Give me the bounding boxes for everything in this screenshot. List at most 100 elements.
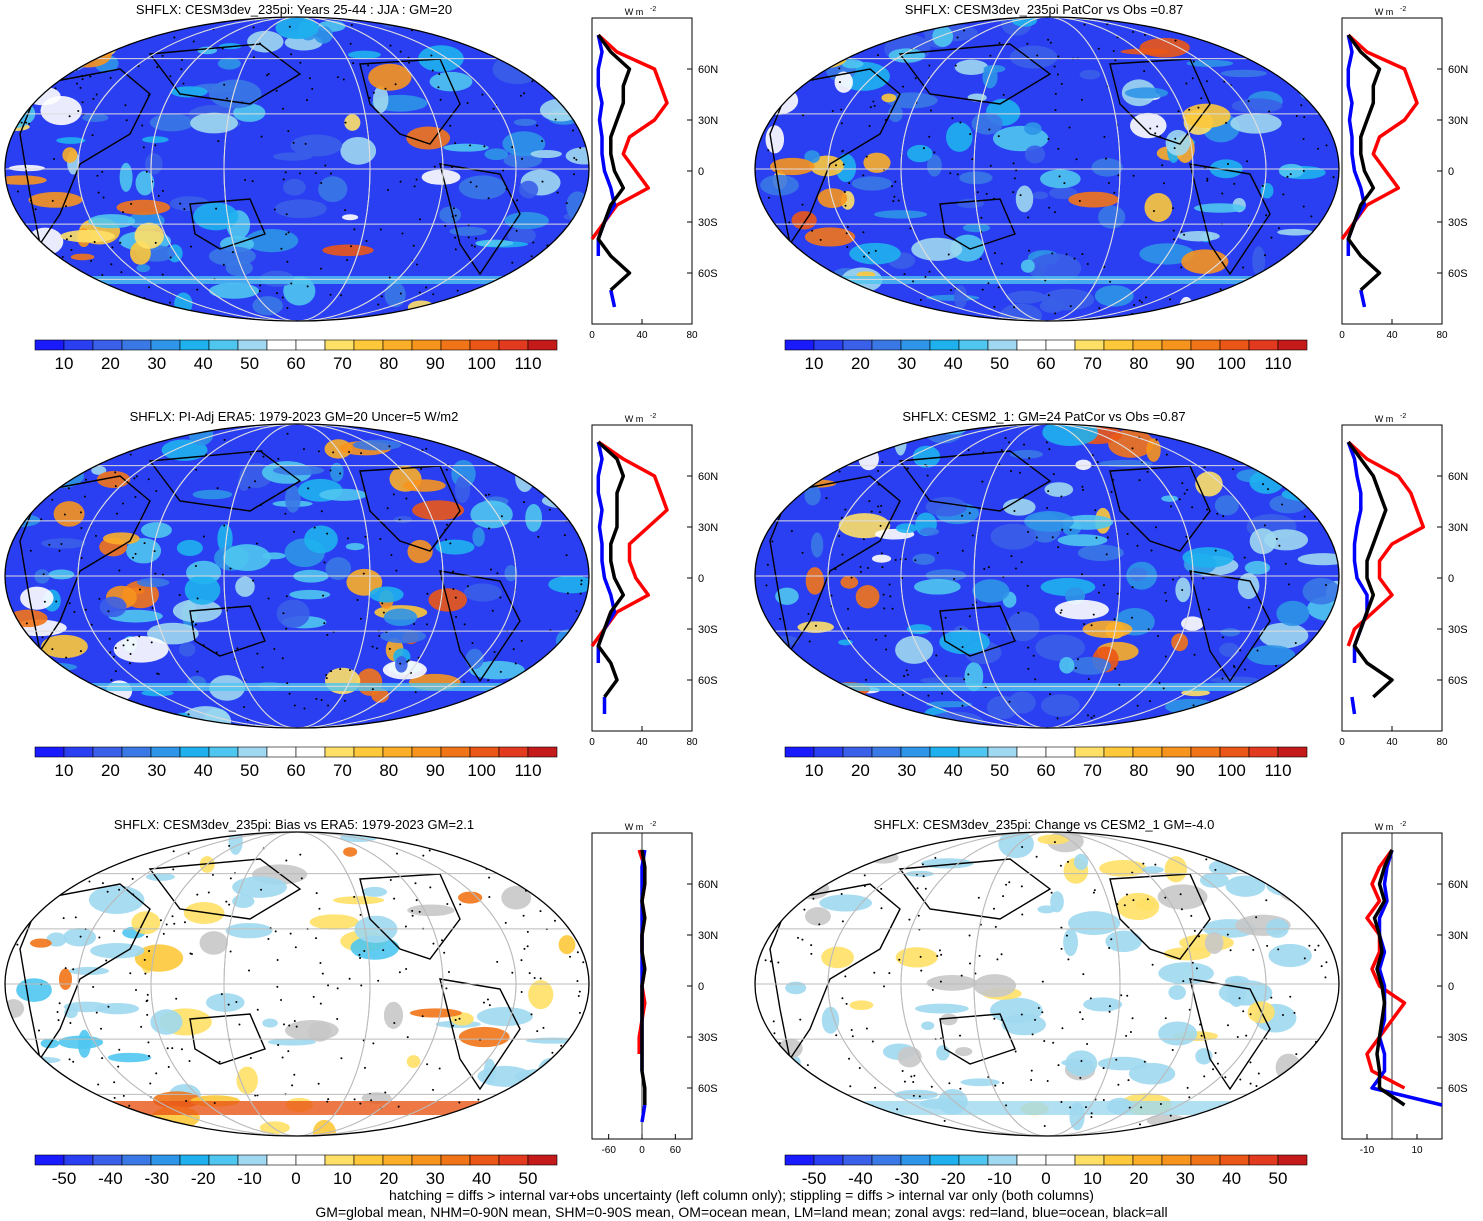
stipple-dot bbox=[1095, 536, 1098, 539]
colorbar-swatch bbox=[469, 1154, 500, 1166]
stipple-dot bbox=[1222, 515, 1225, 518]
stipple-dot bbox=[1133, 304, 1136, 307]
field-patch bbox=[791, 211, 817, 230]
field-patch bbox=[406, 1055, 421, 1068]
stipple-dot bbox=[31, 687, 34, 690]
field-patch bbox=[1161, 495, 1178, 502]
stipple-dot bbox=[1054, 109, 1057, 112]
stipple-dot bbox=[854, 27, 857, 30]
colorbar-tick-label: 30 bbox=[147, 761, 166, 780]
stipple-dot bbox=[566, 592, 569, 595]
stipple-dot bbox=[578, 990, 581, 993]
stipple-dot bbox=[102, 196, 105, 199]
stipple-dot bbox=[1067, 958, 1070, 961]
colorbar-tick-label: -50 bbox=[802, 1169, 827, 1188]
map-title: SHFLX: CESM3dev_235pi: Change vs CESM2_1… bbox=[873, 817, 1215, 832]
stipple-dot bbox=[976, 191, 979, 194]
map-title: SHFLX: PI-Adj ERA5: 1979-2023 GM=20 Unce… bbox=[129, 409, 459, 424]
map-field bbox=[5, 832, 589, 1136]
field-patch bbox=[347, 50, 381, 59]
stipple-dot bbox=[969, 133, 972, 136]
stipple-dot bbox=[1181, 482, 1184, 485]
stipple-dot bbox=[110, 678, 113, 681]
stipple-dot bbox=[30, 872, 33, 875]
stipple-dot bbox=[1318, 865, 1321, 868]
field-patch bbox=[855, 585, 880, 609]
stipple-dot bbox=[183, 208, 186, 211]
stipple-dot bbox=[329, 293, 332, 296]
zonal-line-ocean bbox=[596, 34, 617, 308]
stipple-dot bbox=[229, 877, 232, 880]
stipple-dot bbox=[25, 121, 28, 124]
field-patch bbox=[267, 1038, 317, 1046]
field-patch bbox=[1079, 69, 1101, 80]
field-patch bbox=[953, 285, 968, 309]
stipple-dot bbox=[1218, 1107, 1221, 1110]
zonal-line-all bbox=[1346, 33, 1382, 292]
stipple-dot bbox=[1302, 205, 1305, 208]
stipple-dot bbox=[1079, 1076, 1082, 1079]
stipple-dot bbox=[1287, 583, 1290, 586]
field-patch bbox=[1225, 875, 1266, 897]
stipple-dot bbox=[1048, 206, 1051, 209]
stipple-dot bbox=[969, 962, 972, 965]
stipple-dot bbox=[91, 134, 94, 137]
stipple-dot bbox=[114, 485, 117, 488]
stipple-dot bbox=[1190, 914, 1193, 917]
field-patch bbox=[290, 134, 343, 157]
stipple-dot bbox=[1197, 106, 1200, 109]
stipple-dot bbox=[114, 471, 117, 474]
stipple-dot bbox=[350, 23, 353, 26]
stipple-dot bbox=[1084, 1106, 1087, 1109]
stipple-dot bbox=[918, 1095, 921, 1098]
stipple-dot bbox=[1081, 573, 1084, 576]
stipple-dot bbox=[447, 971, 450, 974]
stipple-dot bbox=[188, 1059, 191, 1062]
stipple-dot bbox=[492, 107, 495, 110]
stipple-dot bbox=[320, 699, 323, 702]
stipple-dot bbox=[393, 897, 396, 900]
field-patch bbox=[805, 567, 824, 595]
stipple-dot bbox=[43, 863, 46, 866]
field-patch bbox=[549, 41, 565, 51]
stipple-dot bbox=[1221, 677, 1224, 680]
stipple-dot bbox=[555, 242, 558, 245]
stipple-dot bbox=[792, 23, 795, 26]
stipple-dot bbox=[342, 78, 345, 81]
stipple-dot bbox=[138, 635, 141, 638]
stipple-dot bbox=[79, 650, 82, 653]
stipple-dot bbox=[438, 73, 441, 76]
lat-tick-label: 30N bbox=[698, 522, 718, 534]
field-patch bbox=[870, 717, 910, 728]
stipple-dot bbox=[940, 953, 943, 956]
stipple-dot bbox=[336, 987, 339, 990]
zonal-line-ocean bbox=[1346, 34, 1367, 308]
field-patch bbox=[1219, 642, 1240, 657]
field-patch bbox=[897, 1046, 922, 1068]
colorbar-swatch bbox=[324, 339, 355, 351]
field-patch bbox=[276, 599, 310, 628]
colorbar-swatch bbox=[813, 746, 844, 758]
zonal-line-ocean bbox=[596, 441, 617, 714]
stipple-dot bbox=[784, 300, 787, 303]
stipple-dot bbox=[536, 1030, 539, 1033]
stipple-dot bbox=[947, 253, 950, 256]
coastline bbox=[769, 475, 901, 653]
field-patch bbox=[134, 222, 164, 249]
x-tick-label: 0 bbox=[589, 737, 595, 748]
stipple-dot bbox=[1059, 611, 1062, 614]
field-patch bbox=[322, 244, 374, 257]
stipple-dot bbox=[359, 956, 362, 959]
colorbar-swatch bbox=[1161, 746, 1192, 758]
field-patch bbox=[8, 164, 45, 172]
stipple-dot bbox=[903, 273, 906, 276]
stipple-dot bbox=[776, 664, 779, 667]
coastline bbox=[189, 1013, 266, 1065]
stipple-dot bbox=[17, 880, 20, 883]
stipple-dot bbox=[869, 106, 872, 109]
field-patch bbox=[1182, 547, 1234, 568]
stipple-dot bbox=[295, 1025, 298, 1028]
field-patch bbox=[458, 891, 483, 904]
stipple-dot bbox=[95, 1011, 98, 1014]
stipple-dot bbox=[321, 972, 324, 975]
